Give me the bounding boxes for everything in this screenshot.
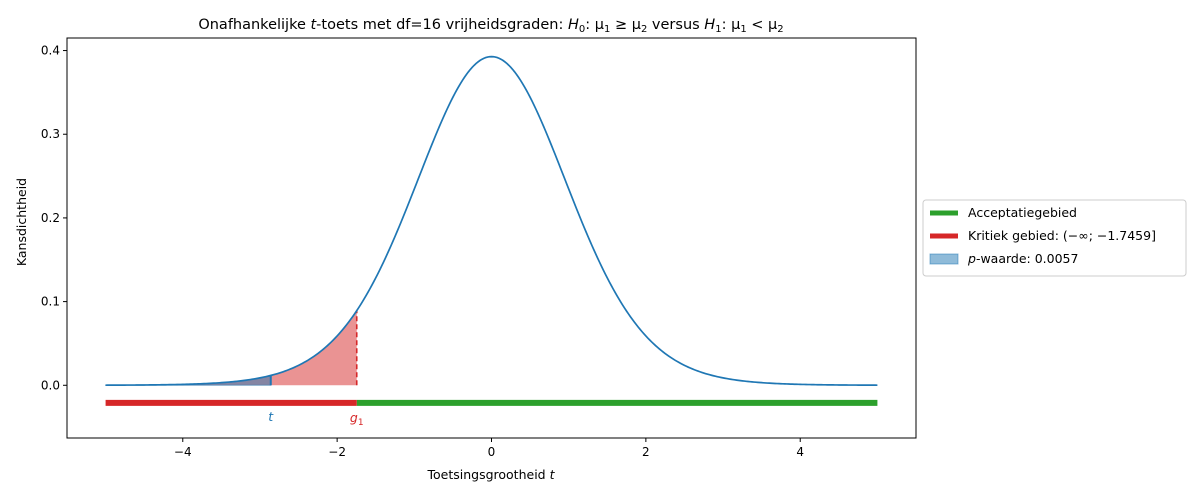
critical-marker-label: g1 [350,410,364,428]
t-marker-label: t [268,409,274,424]
legend-frame [922,199,1187,277]
y-tick-label: 0.3 [41,127,60,141]
legend-critical-label: Kritiek gebied: (−∞; −1.7459] [968,228,1156,243]
x-tick-label: 2 [642,445,650,459]
y-tick-label: 0.2 [41,211,60,225]
legend-pvalue-swatch [929,253,959,265]
y-tick-label: 0.1 [41,295,60,309]
y-axis-title: Kansdichtheid [14,178,29,266]
legend-pvalue-label: p-waarde: 0.0057 [967,251,1078,266]
legend-accept-label: Acceptatiegebied [968,205,1077,220]
x-tick-label: −4 [174,445,192,459]
y-tick-label: 0.0 [41,378,60,392]
x-tick-label: 0 [488,445,496,459]
y-tick-label: 0.4 [41,44,60,58]
legend: Acceptatiegebied Kritiek gebied: (−∞; −1… [922,199,1187,277]
critical-region-area [105,310,357,386]
x-tick-label: 4 [796,445,804,459]
axes-frame [66,37,917,439]
plot-area: t g1 [105,55,878,428]
chart-title: Onafhankelijke t-toets met df=16 vrijhei… [198,17,783,35]
density-curve [105,55,878,387]
x-axis-title: Toetsingsgrootheid t [426,467,555,482]
x-tick-label: −2 [328,445,346,459]
axes: −4 −2 0 2 4 0.0 0.1 0.2 0.3 0.4 [41,37,917,459]
